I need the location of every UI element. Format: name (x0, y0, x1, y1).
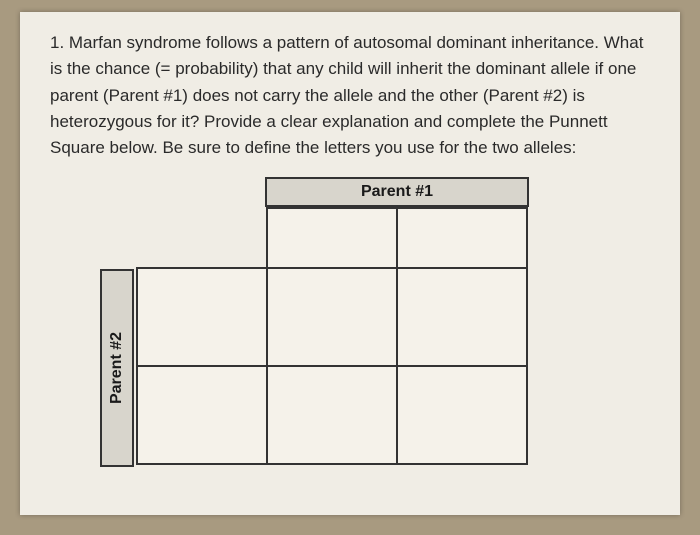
offspring-cell-1-2 (397, 268, 527, 366)
parent2-label: Parent #2 (108, 332, 126, 404)
worksheet-page: 1. Marfan syndrome follows a pattern of … (20, 12, 680, 515)
parent2-header: Parent #2 (100, 269, 134, 467)
offspring-cell-1-1 (267, 268, 397, 366)
offspring-cell-2-1 (267, 366, 397, 464)
parent2-allele-2 (137, 366, 267, 464)
parent1-allele-1 (267, 208, 397, 268)
offspring-cell-2-2 (397, 366, 527, 464)
parent1-header: Parent #1 (265, 177, 529, 207)
parent1-allele-2 (397, 208, 527, 268)
punnett-grid (136, 207, 528, 465)
parent2-allele-1 (137, 268, 267, 366)
parent1-label: Parent #1 (361, 183, 433, 201)
empty-corner (137, 208, 267, 268)
question-text: 1. Marfan syndrome follows a pattern of … (50, 30, 650, 162)
